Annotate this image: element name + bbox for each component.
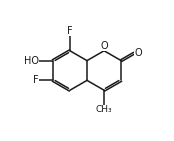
Text: O: O [134,48,142,58]
Text: O: O [100,41,108,51]
Text: F: F [67,26,73,36]
Text: HO: HO [24,56,39,66]
Text: F: F [33,75,39,85]
Text: CH₃: CH₃ [96,105,112,114]
